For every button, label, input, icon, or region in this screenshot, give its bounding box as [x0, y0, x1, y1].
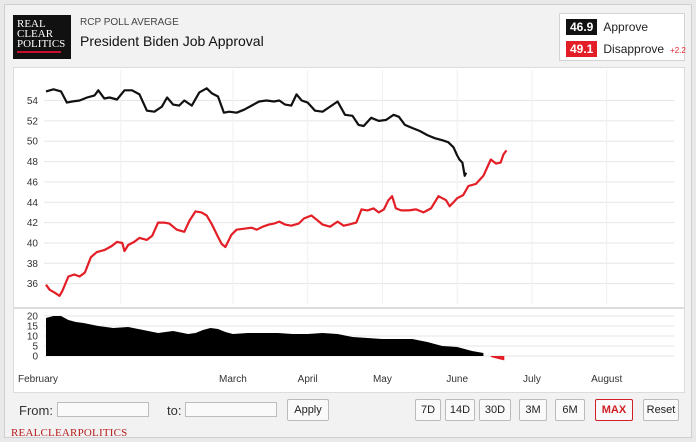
- range-button-3m[interactable]: 3M: [519, 399, 547, 421]
- x-tick-label: June: [446, 374, 468, 385]
- y-tick-label: 36: [27, 279, 39, 290]
- spread-tick-label: 0: [32, 352, 38, 363]
- to-label: to:: [167, 403, 182, 418]
- series-line-approve: [45, 87, 468, 177]
- range-button-30d[interactable]: 30D: [479, 399, 511, 421]
- from-label: From:: [19, 403, 53, 418]
- y-tick-label: 38: [27, 259, 39, 270]
- range-button-14d[interactable]: 14D: [445, 399, 475, 421]
- approve-label: Approve: [603, 20, 649, 34]
- y-tick-label: 40: [27, 238, 39, 249]
- spread-tick-label: 5: [32, 342, 38, 353]
- range-button-reset[interactable]: Reset: [643, 399, 679, 421]
- to-date-input[interactable]: [185, 402, 277, 417]
- logo-red-bar: [17, 51, 61, 53]
- rcp-logo: REAL CLEAR POLITICS: [13, 15, 71, 59]
- spread-area-disapprove-lead: [490, 356, 505, 361]
- legend-disapprove[interactable]: 49.1 Disapprove +2.2: [566, 41, 686, 57]
- apply-button[interactable]: Apply: [287, 399, 329, 421]
- from-date-input[interactable]: [57, 402, 149, 417]
- chart-supertitle: RCP POLL AVERAGE: [80, 17, 179, 28]
- y-tick-label: 54: [27, 96, 39, 107]
- series-line-disapprove: [45, 149, 508, 297]
- x-tick-label: March: [219, 374, 247, 385]
- spread-tick-label: 15: [27, 322, 39, 333]
- legend-approve[interactable]: 46.9 Approve: [566, 19, 648, 35]
- spread-tick-label: 10: [27, 332, 39, 343]
- legend-box: 46.9 Approve 49.1 Disapprove +2.2: [559, 13, 686, 61]
- logo-line1: REAL: [17, 18, 46, 30]
- x-tick-label: February: [18, 374, 58, 385]
- range-button-6m[interactable]: 6M: [555, 399, 585, 421]
- y-tick-label: 50: [27, 137, 39, 148]
- y-tick-label: 42: [27, 218, 39, 229]
- x-tick-label: July: [523, 374, 541, 385]
- x-tick-label: May: [373, 374, 392, 385]
- approve-value: 46.9: [566, 19, 598, 35]
- y-tick-label: 48: [27, 157, 39, 168]
- disapprove-label: Disapprove: [603, 42, 665, 56]
- logo-line3: POLITICS: [17, 38, 66, 50]
- footer-brand: REALCLEARPOLITICS: [11, 427, 128, 439]
- spread-tick-label: 20: [27, 312, 39, 323]
- logo-line2: CLEAR: [17, 28, 54, 40]
- range-button-7d[interactable]: 7D: [415, 399, 441, 421]
- range-controls: From: to: Apply 7D 14D 30D 3M 6M MAX Reset: [5, 397, 691, 427]
- poll-widget: REAL CLEAR POLITICS RCP POLL AVERAGE Pre…: [4, 4, 692, 439]
- range-button-max[interactable]: MAX: [595, 399, 633, 421]
- x-tick-label: August: [591, 374, 622, 385]
- y-tick-label: 52: [27, 116, 39, 127]
- y-tick-label: 46: [27, 177, 39, 188]
- spread-area-approve-lead: [46, 316, 484, 356]
- disapprove-value: 49.1: [566, 41, 598, 57]
- x-tick-label: April: [298, 374, 318, 385]
- y-tick-label: 44: [27, 198, 39, 209]
- disapprove-change: +2.2: [670, 45, 686, 55]
- chart-title: President Biden Job Approval: [80, 33, 264, 49]
- chart-area[interactable]: 36 38 40 42 44 46 48 50 52 54 0 5 10 15 20 February Marc…: [13, 67, 685, 393]
